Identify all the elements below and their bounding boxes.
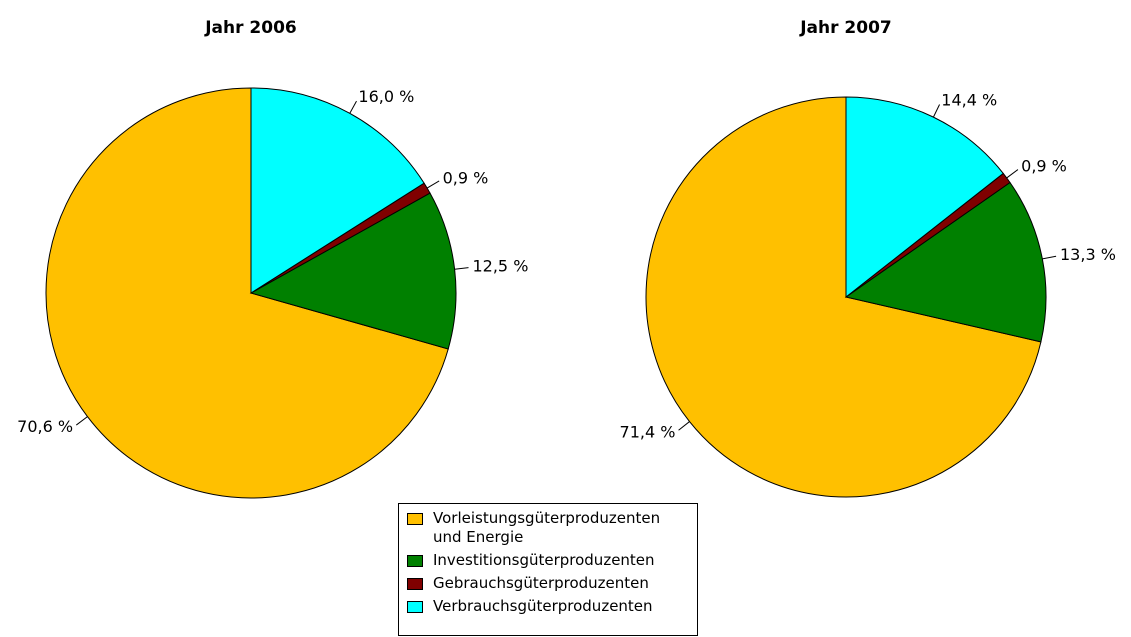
leader-line [349, 100, 357, 114]
leader-line [454, 267, 469, 270]
leader-line [1042, 255, 1057, 260]
leader-line [426, 180, 440, 189]
legend-item: Investitionsgüterproduzenten [405, 551, 691, 570]
legend-label: Gebrauchsgüterproduzenten [433, 574, 649, 592]
data-label: 0,9 % [443, 168, 489, 187]
legend-swatch [407, 578, 423, 590]
data-label: 71,4 % [620, 422, 676, 441]
legend-swatch [407, 601, 423, 613]
data-label: 12,5 % [472, 257, 528, 276]
legend-swatch [407, 555, 423, 567]
legend: Vorleistungsgüterproduzenten und Energie… [398, 503, 698, 636]
data-label: 13,3 % [1060, 245, 1116, 264]
leader-line [932, 104, 940, 118]
pie-slice [844, 181, 1047, 343]
data-label: 0,9 % [1021, 157, 1067, 176]
chart-title: Jahr 2006 [204, 18, 297, 38]
legend-label: Investitionsgüterproduzenten [433, 551, 655, 569]
leader-line [1006, 169, 1019, 179]
chart-title: Jahr 2007 [799, 18, 892, 38]
legend-item: Vorleistungsgüterproduzenten und Energie [405, 509, 691, 547]
pie-slice [250, 87, 425, 294]
pie-slice [45, 87, 449, 499]
data-label: 14,4 % [941, 90, 997, 109]
leader-line [75, 416, 88, 426]
legend-item: Gebrauchsgüterproduzenten [405, 574, 691, 593]
legend-item: Verbrauchsgüterproduzenten [405, 597, 691, 616]
legend-label: Vorleistungsgüterproduzenten und Energie [433, 509, 661, 546]
data-label: 16,0 % [358, 87, 414, 106]
legend-label: Verbrauchsgüterproduzenten [433, 597, 653, 615]
legend-swatch [407, 513, 423, 525]
leader-line [678, 421, 690, 431]
pie-slice [645, 96, 1042, 498]
data-label: 70,6 % [17, 417, 73, 436]
